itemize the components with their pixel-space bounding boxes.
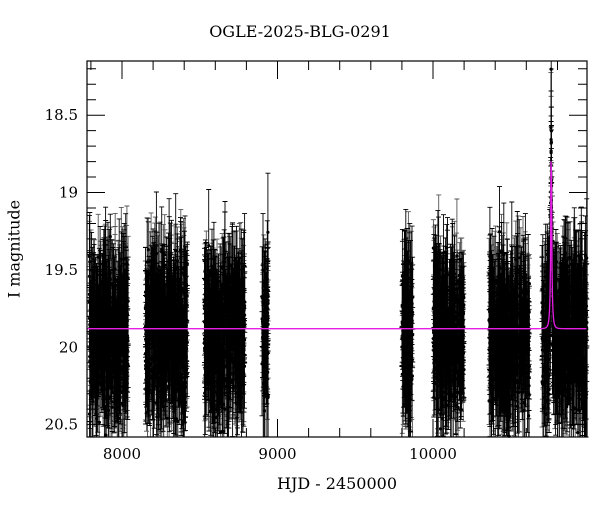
y-tick-label: 19 <box>59 184 78 202</box>
x-axis-label: HJD - 2450000 <box>276 474 398 493</box>
y-tick-label: 19.5 <box>45 261 78 279</box>
axis-ticks <box>87 61 587 437</box>
x-tick-label: 10000 <box>409 445 457 463</box>
x-tick-label: 8000 <box>103 445 141 463</box>
y-tick-label: 18.5 <box>45 106 78 124</box>
data-points <box>87 67 589 438</box>
plot-frame <box>86 60 588 438</box>
y-tick-label: 20 <box>59 338 78 356</box>
chart-title: OGLE-2025-BLG-0291 <box>209 22 391 41</box>
points <box>87 67 589 438</box>
tick-marks <box>87 61 587 437</box>
y-tick-label: 20.5 <box>45 416 78 434</box>
model-curve <box>87 161 587 330</box>
x-tick-label: 9000 <box>258 445 296 463</box>
tick-labels: 8000 9000 10000 18.5 19 19.5 20 20.5 <box>45 106 457 463</box>
